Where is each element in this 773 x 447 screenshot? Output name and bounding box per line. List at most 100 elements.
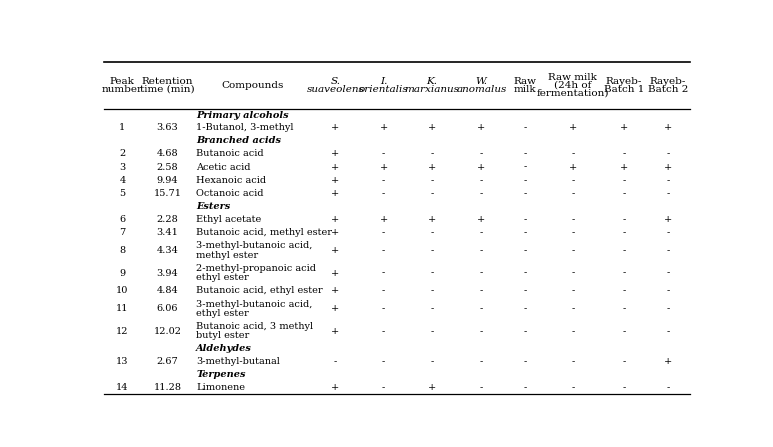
Text: -: -: [523, 163, 526, 172]
Text: -: -: [480, 358, 483, 367]
Text: -: -: [334, 358, 337, 367]
Text: W.: W.: [475, 77, 488, 86]
Text: -: -: [571, 358, 574, 367]
Text: -: -: [523, 228, 526, 237]
Text: -: -: [523, 149, 526, 158]
Text: +: +: [332, 246, 339, 255]
Text: -: -: [622, 304, 625, 313]
Text: -: -: [571, 246, 574, 255]
Text: +: +: [569, 123, 577, 132]
Text: 2.28: 2.28: [156, 215, 179, 224]
Text: Butanoic acid, 3 methyl: Butanoic acid, 3 methyl: [196, 322, 313, 331]
Text: -: -: [382, 269, 385, 278]
Text: +: +: [332, 228, 339, 237]
Text: -: -: [431, 228, 434, 237]
Text: -: -: [431, 358, 434, 367]
Text: methyl ester: methyl ester: [196, 250, 258, 260]
Text: -: -: [666, 269, 669, 278]
Text: -: -: [666, 287, 669, 295]
Text: 5: 5: [119, 189, 125, 198]
Text: -: -: [622, 269, 625, 278]
Text: -: -: [431, 176, 434, 185]
Text: +: +: [427, 123, 436, 132]
Text: orientalis: orientalis: [359, 85, 408, 94]
Text: 13: 13: [116, 358, 128, 367]
Text: 9: 9: [119, 269, 125, 278]
Text: -: -: [523, 189, 526, 198]
Text: -: -: [622, 246, 625, 255]
Text: -: -: [431, 287, 434, 295]
Text: K.: K.: [426, 77, 438, 86]
Text: -: -: [622, 358, 625, 367]
Text: -: -: [666, 246, 669, 255]
Text: -: -: [666, 176, 669, 185]
Text: butyl ester: butyl ester: [196, 331, 250, 341]
Text: +: +: [380, 163, 388, 172]
Text: Rayeb-: Rayeb-: [649, 77, 686, 86]
Text: ethyl ester: ethyl ester: [196, 309, 249, 318]
Text: +: +: [332, 123, 339, 132]
Text: -: -: [382, 383, 385, 392]
Text: 4: 4: [119, 176, 125, 185]
Text: number: number: [102, 85, 143, 94]
Text: -: -: [571, 269, 574, 278]
Text: +: +: [427, 215, 436, 224]
Text: 3.94: 3.94: [156, 269, 179, 278]
Text: +: +: [332, 383, 339, 392]
Text: +: +: [332, 189, 339, 198]
Text: 4.34: 4.34: [156, 246, 179, 255]
Text: -: -: [571, 228, 574, 237]
Text: +: +: [664, 215, 672, 224]
Text: -: -: [523, 327, 526, 336]
Text: -: -: [571, 304, 574, 313]
Text: Butanoic acid, methyl ester: Butanoic acid, methyl ester: [196, 228, 332, 237]
Text: -: -: [571, 189, 574, 198]
Text: -: -: [523, 215, 526, 224]
Text: -: -: [480, 189, 483, 198]
Text: +: +: [664, 358, 672, 367]
Text: Aldehydes: Aldehydes: [196, 345, 252, 354]
Text: -: -: [382, 149, 385, 158]
Text: -: -: [382, 189, 385, 198]
Text: +: +: [478, 123, 485, 132]
Text: Butanoic acid: Butanoic acid: [196, 149, 264, 158]
Text: -: -: [571, 327, 574, 336]
Text: +: +: [664, 163, 672, 172]
Text: +: +: [664, 123, 672, 132]
Text: 6.06: 6.06: [157, 304, 178, 313]
Text: +: +: [332, 269, 339, 278]
Text: -: -: [431, 327, 434, 336]
Text: marxianus: marxianus: [404, 85, 459, 94]
Text: Esters: Esters: [196, 202, 230, 211]
Text: -: -: [523, 358, 526, 367]
Text: -: -: [571, 176, 574, 185]
Text: Primary alcohols: Primary alcohols: [196, 110, 288, 119]
Text: +: +: [380, 215, 388, 224]
Text: Rayeb-: Rayeb-: [606, 77, 642, 86]
Text: milk: milk: [513, 85, 536, 94]
Text: -: -: [666, 383, 669, 392]
Text: 9.94: 9.94: [156, 176, 178, 185]
Text: -: -: [666, 327, 669, 336]
Text: Batch 1: Batch 1: [604, 85, 645, 94]
Text: 14: 14: [116, 383, 128, 392]
Text: -: -: [431, 189, 434, 198]
Text: -: -: [523, 246, 526, 255]
Text: -: -: [480, 176, 483, 185]
Text: 2.58: 2.58: [156, 163, 178, 172]
Text: 3.63: 3.63: [156, 123, 179, 132]
Text: Peak: Peak: [110, 77, 135, 86]
Text: -: -: [480, 327, 483, 336]
Text: 2.67: 2.67: [156, 358, 179, 367]
Text: +: +: [332, 215, 339, 224]
Text: +: +: [380, 123, 388, 132]
Text: 2: 2: [119, 149, 125, 158]
Text: -: -: [431, 246, 434, 255]
Text: 10: 10: [116, 287, 128, 295]
Text: Retention: Retention: [141, 77, 193, 86]
Text: 11: 11: [116, 304, 128, 313]
Text: -: -: [523, 123, 526, 132]
Text: 3: 3: [119, 163, 125, 172]
Text: Raw milk: Raw milk: [549, 73, 598, 82]
Text: -: -: [666, 149, 669, 158]
